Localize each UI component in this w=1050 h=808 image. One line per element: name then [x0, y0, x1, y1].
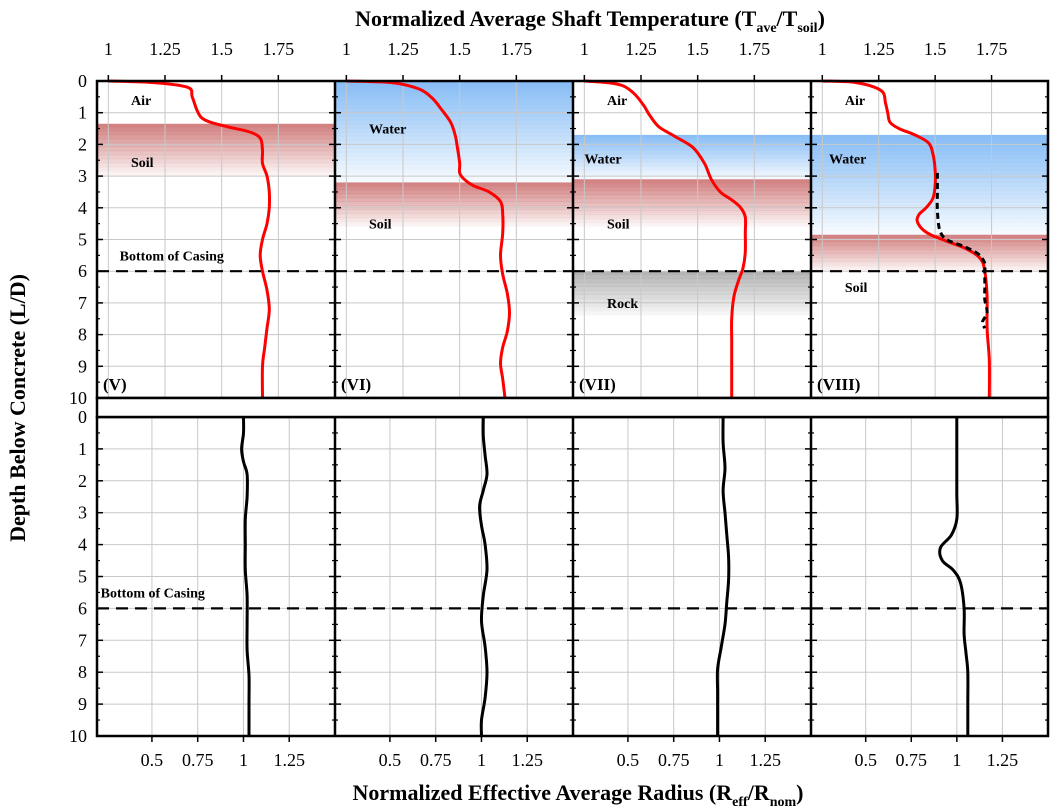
layer-label: Air: [845, 94, 865, 109]
top-axis-title: Normalized Average Shaft Temperature (Ta…: [355, 6, 825, 36]
temperature-curve-dashed: [935, 172, 989, 329]
y-tick-label: 6: [78, 261, 87, 281]
panel-label: (VII): [579, 375, 616, 394]
layer-band-rock: [573, 271, 811, 316]
layer-label: Bottom of Casing: [120, 249, 224, 264]
layer-label: Soil: [131, 156, 154, 171]
y-tick-label: 0: [78, 71, 87, 91]
x-tick-label: 0.5: [379, 750, 402, 770]
y-tick-label: 3: [78, 503, 87, 523]
x-tick-label: 0.5: [141, 750, 164, 770]
x-tick-label: 1.25: [387, 39, 419, 59]
x-tick-label: 0.5: [854, 750, 877, 770]
x-tick-label: 1: [818, 39, 827, 59]
radius-curve: [938, 417, 970, 736]
x-tick-label: 1.25: [149, 39, 181, 59]
layer-label: Rock: [607, 297, 638, 312]
y-tick-label: 10: [69, 726, 87, 746]
panel-annotations: Air Soil Bottom of Casing (V) Water Soil (VI) A…: [101, 94, 868, 601]
y-tick-label: 5: [78, 230, 87, 250]
y-tick-label: 3: [78, 166, 87, 186]
layer-band-soil: [335, 182, 573, 227]
bottom-axis-title: Normalized Effective Average Radius (Ref…: [353, 780, 804, 808]
x-tick-label: 1.25: [511, 750, 543, 770]
radius-curve: [478, 416, 489, 737]
layer-label: Bottom of Casing: [101, 586, 205, 601]
layer-label: Water: [584, 153, 621, 168]
layer-band-water: [811, 134, 1048, 235]
panel-label: (VI): [341, 375, 371, 394]
x-tick-label: 1: [477, 750, 486, 770]
temperature-curve: [108, 79, 272, 399]
layer-label: Air: [131, 94, 151, 109]
x-tick-label: 1.25: [987, 750, 1019, 770]
y-axis-title: Depth Below Concrete (L/D): [5, 274, 30, 542]
y-tick-label: 2: [78, 471, 87, 491]
x-tick-label: 0.75: [658, 750, 690, 770]
y-tick-label: 7: [78, 630, 87, 650]
radius-curve: [715, 416, 731, 736]
y-tick-label: 1: [78, 103, 87, 123]
x-tick-label: 1: [239, 750, 248, 770]
y-tick-label: 6: [78, 598, 87, 618]
panel-label: (VIII): [817, 375, 860, 394]
radius-curve: [240, 416, 251, 736]
x-tick-label: 1.75: [501, 39, 533, 59]
panel-label: (V): [103, 375, 127, 394]
y-tick-label: 4: [78, 535, 87, 555]
y-tick-label: 5: [78, 567, 87, 587]
x-tick-label: 1.25: [625, 39, 657, 59]
y-tick-label: 2: [78, 134, 87, 154]
y-tick-label: 0: [78, 407, 87, 427]
x-tick-label: 1: [952, 750, 961, 770]
y-tick-label: 10: [69, 388, 87, 408]
x-tick-label: 0.5: [617, 750, 640, 770]
x-tick-label: 1: [104, 39, 113, 59]
x-tick-label: 0.75: [420, 750, 452, 770]
layer-band-soil: [573, 179, 811, 227]
layer-band-water: [573, 134, 811, 180]
y-tick-label: 1: [78, 439, 87, 459]
x-tick-label: 1.25: [863, 39, 895, 59]
y-tick-label: 4: [78, 198, 87, 218]
x-tick-label: 0.75: [896, 750, 928, 770]
temperature-curve: [584, 79, 748, 398]
x-tick-label: 1.75: [976, 39, 1008, 59]
layer-band-soil: [811, 234, 1048, 272]
layer-label: Soil: [369, 218, 392, 233]
x-tick-label: 1.25: [749, 750, 781, 770]
layer-label: Soil: [607, 218, 630, 233]
y-tick-label: 9: [78, 694, 87, 714]
axis-ticks: 1 1.25 1.5 1.75 1 1.25 1.5 1.75 1 1.25 1.5 1.75 1 1.2…: [69, 39, 1048, 770]
x-tick-label: 1: [342, 39, 351, 59]
x-tick-label: 1.5: [924, 39, 947, 59]
x-tick-label: 1.5: [686, 39, 709, 59]
layer-label: Soil: [845, 281, 868, 296]
temperature-curve: [346, 79, 512, 399]
y-tick-label: 8: [78, 325, 87, 345]
y-tick-label: 7: [78, 293, 87, 313]
y-tick-label: 9: [78, 356, 87, 376]
x-tick-label: 0.75: [182, 750, 214, 770]
x-tick-label: 1.75: [263, 39, 295, 59]
x-tick-label: 1.5: [210, 39, 233, 59]
y-tick-label: 8: [78, 662, 87, 682]
x-tick-label: 1.5: [448, 39, 471, 59]
x-tick-label: 1.25: [273, 750, 305, 770]
x-tick-label: 1: [580, 39, 589, 59]
data-curves: [97, 79, 1048, 737]
x-tick-label: 1: [715, 750, 724, 770]
layer-band-soil: [97, 123, 335, 177]
x-tick-label: 1.75: [739, 39, 771, 59]
layer-label: Water: [369, 123, 406, 138]
row-divider: [95, 396, 1050, 419]
layer-label: Air: [607, 94, 627, 109]
layer-label: Water: [829, 153, 866, 168]
